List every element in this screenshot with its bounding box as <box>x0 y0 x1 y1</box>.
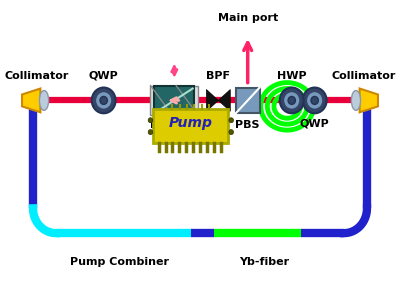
Text: QWP: QWP <box>300 118 330 128</box>
Ellipse shape <box>351 90 360 110</box>
Ellipse shape <box>40 90 49 110</box>
Text: Isolator: Isolator <box>150 120 198 130</box>
Text: Pump: Pump <box>169 116 213 130</box>
Polygon shape <box>218 90 230 111</box>
FancyBboxPatch shape <box>154 86 194 115</box>
FancyBboxPatch shape <box>153 109 228 143</box>
Text: HWP: HWP <box>277 71 306 81</box>
FancyBboxPatch shape <box>236 88 260 113</box>
Ellipse shape <box>96 92 112 109</box>
Text: PBS: PBS <box>236 120 260 130</box>
Polygon shape <box>206 90 218 111</box>
Circle shape <box>229 130 234 135</box>
Polygon shape <box>176 86 198 115</box>
Ellipse shape <box>306 92 323 109</box>
Polygon shape <box>360 89 378 112</box>
Text: BPF: BPF <box>206 71 230 81</box>
Ellipse shape <box>288 96 296 104</box>
Ellipse shape <box>92 88 116 113</box>
Polygon shape <box>22 89 40 112</box>
Circle shape <box>229 118 234 123</box>
Text: Collimator: Collimator <box>4 71 69 81</box>
Ellipse shape <box>284 92 300 109</box>
Text: QWP: QWP <box>89 71 118 81</box>
Ellipse shape <box>303 88 326 113</box>
Text: Yb-fiber: Yb-fiber <box>239 257 289 267</box>
Ellipse shape <box>311 96 318 104</box>
Ellipse shape <box>280 88 304 113</box>
Polygon shape <box>150 86 172 115</box>
Circle shape <box>148 130 153 135</box>
Ellipse shape <box>100 96 107 104</box>
Text: Main port: Main port <box>218 13 278 23</box>
Text: Pump Combiner: Pump Combiner <box>70 257 169 267</box>
Text: Collimator: Collimator <box>331 71 396 81</box>
Circle shape <box>148 118 153 123</box>
